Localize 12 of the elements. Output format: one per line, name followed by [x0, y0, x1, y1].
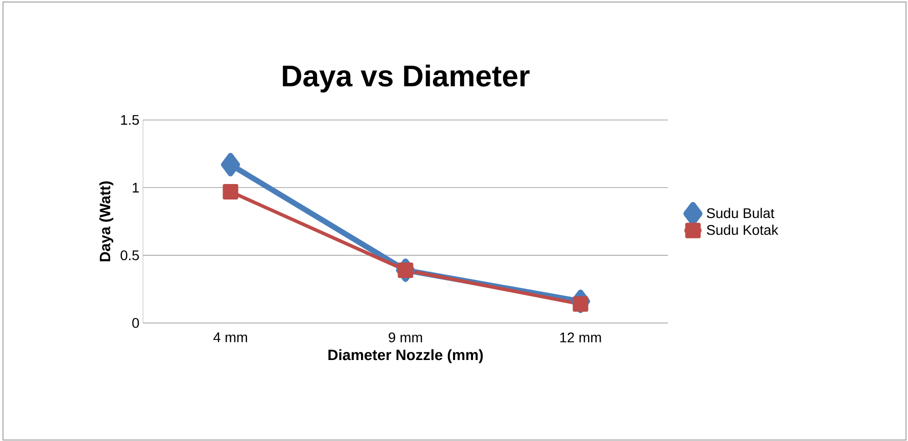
y-tick-label: 0.5	[120, 250, 139, 260]
y-axis-title: Daya (Watt)	[99, 181, 114, 262]
y-tick-label: 1	[132, 182, 139, 192]
y-tick-label: 1.5	[121, 115, 139, 125]
legend-label: Sudu Kotak	[706, 224, 778, 235]
y-tick-label: 0	[132, 318, 139, 328]
x-tick-label: 12 mm	[560, 332, 601, 342]
x-axis-title: Diameter Nozzle (mm)	[328, 349, 483, 364]
x-tick-label: 4 mm	[213, 332, 248, 342]
legend-label: Sudu Bulat	[706, 208, 774, 218]
chart-title: Daya vs Diameter	[282, 64, 530, 92]
x-tick-label: 9 mm	[388, 332, 422, 342]
